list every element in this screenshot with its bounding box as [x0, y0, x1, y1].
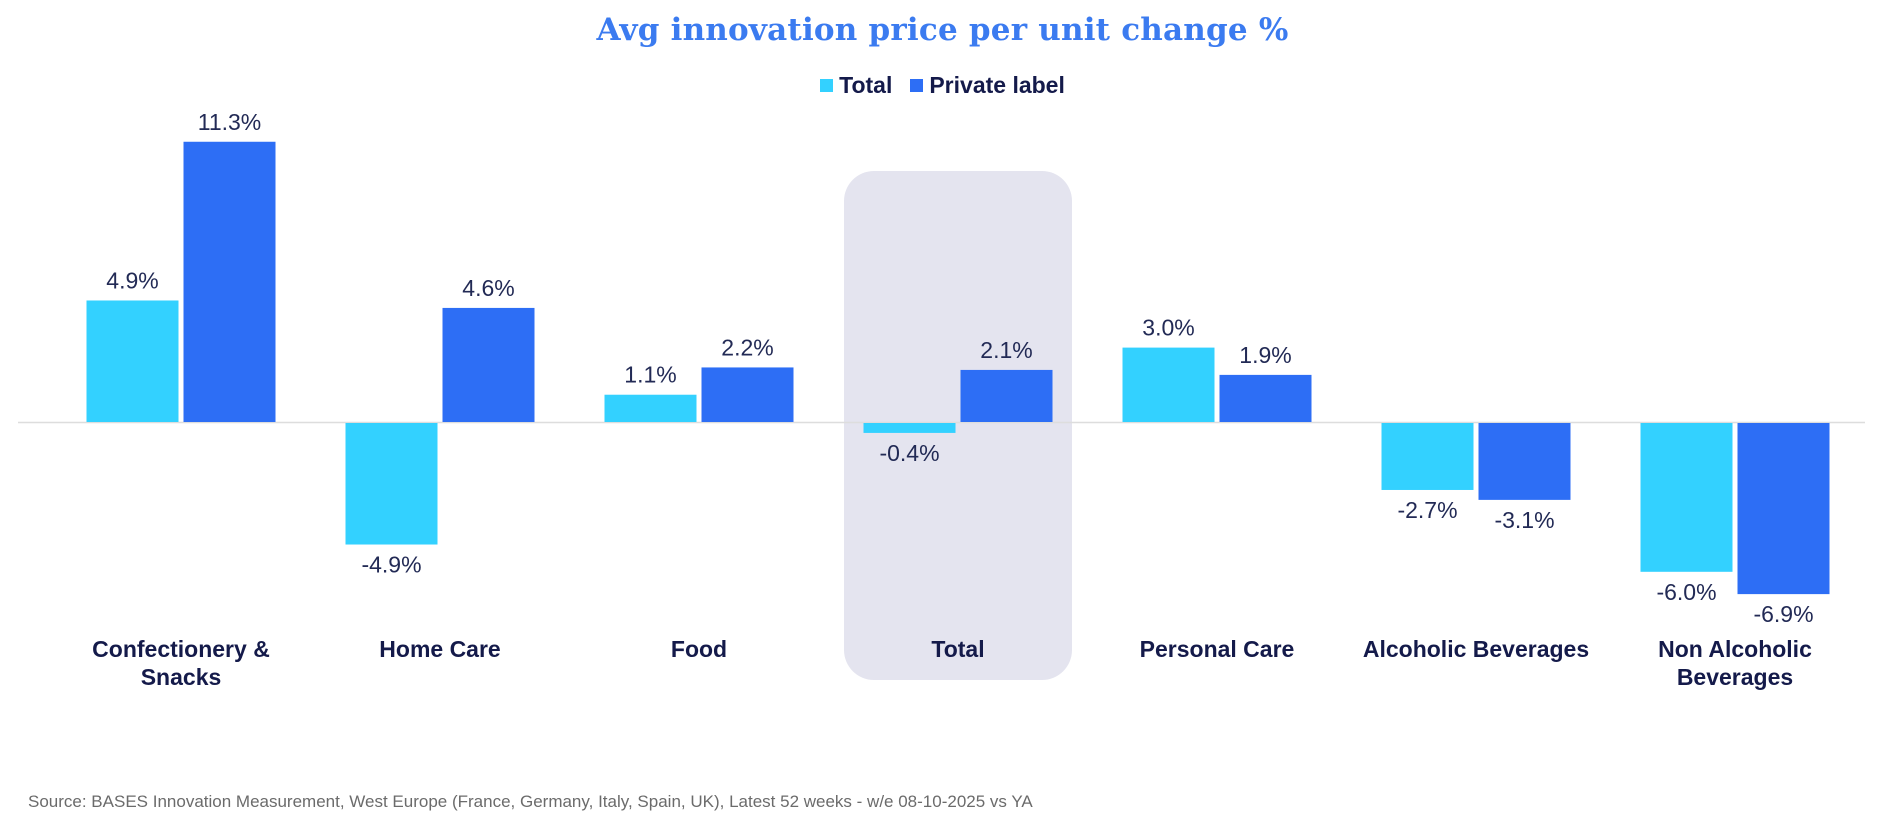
bar-total: [1640, 423, 1733, 572]
data-label-private-label: 4.6%: [462, 275, 514, 301]
bar-total: [1381, 423, 1474, 490]
category-label: Personal Care: [1140, 636, 1295, 662]
data-label-private-label: -6.9%: [1753, 601, 1813, 627]
legend-swatch-private-label: [910, 79, 924, 92]
data-label-private-label: 2.2%: [721, 334, 773, 360]
legend-label-private-label: Private label: [929, 72, 1065, 98]
bar-total: [863, 423, 956, 433]
bar-total: [86, 300, 179, 422]
bar-private-label: [1478, 423, 1571, 500]
bar-private-label: [442, 307, 535, 422]
category-label: Alcoholic Beverages: [1363, 636, 1589, 662]
data-label-total: -4.9%: [361, 552, 421, 578]
data-label-total: 1.1%: [624, 362, 676, 388]
legend-item-private-label: Private label: [910, 72, 1065, 99]
data-label-total: -6.0%: [1656, 579, 1716, 605]
source-note: Source: BASES Innovation Measurement, We…: [28, 792, 1033, 811]
bar-private-label: [1737, 423, 1830, 595]
chart-title: Avg innovation price per unit change %: [596, 12, 1289, 48]
legend-label-total: Total: [839, 72, 893, 98]
category-label: Home Care: [379, 636, 500, 662]
bar-total: [1122, 347, 1215, 422]
data-label-private-label: 11.3%: [198, 109, 262, 135]
highlight-box: [844, 171, 1072, 680]
data-label-total: 3.0%: [1142, 315, 1194, 341]
category-label: Total: [931, 636, 984, 662]
bar-private-label: [701, 367, 794, 422]
category-label: Non Alcoholic: [1658, 636, 1812, 662]
bar-private-label: [960, 369, 1053, 422]
category-label: Snacks: [141, 664, 222, 690]
bar-total: [345, 423, 438, 545]
data-label-total: -2.7%: [1397, 497, 1457, 523]
data-label-private-label: 1.9%: [1239, 342, 1291, 368]
bar-private-label: [183, 141, 276, 422]
category-label: Confectionery &: [92, 636, 270, 662]
legend: Total Private label: [0, 72, 1885, 99]
data-label-total: 4.9%: [106, 267, 158, 293]
data-label-private-label: -3.1%: [1494, 507, 1554, 533]
legend-swatch-total: [820, 79, 834, 92]
legend-item-total: Total: [820, 72, 892, 99]
bar-private-label: [1219, 374, 1312, 422]
category-label: Beverages: [1677, 664, 1793, 690]
category-label: Food: [671, 636, 727, 662]
data-label-total: -0.4%: [879, 440, 939, 466]
bar-total: [604, 394, 697, 422]
data-label-private-label: 2.1%: [980, 337, 1032, 363]
